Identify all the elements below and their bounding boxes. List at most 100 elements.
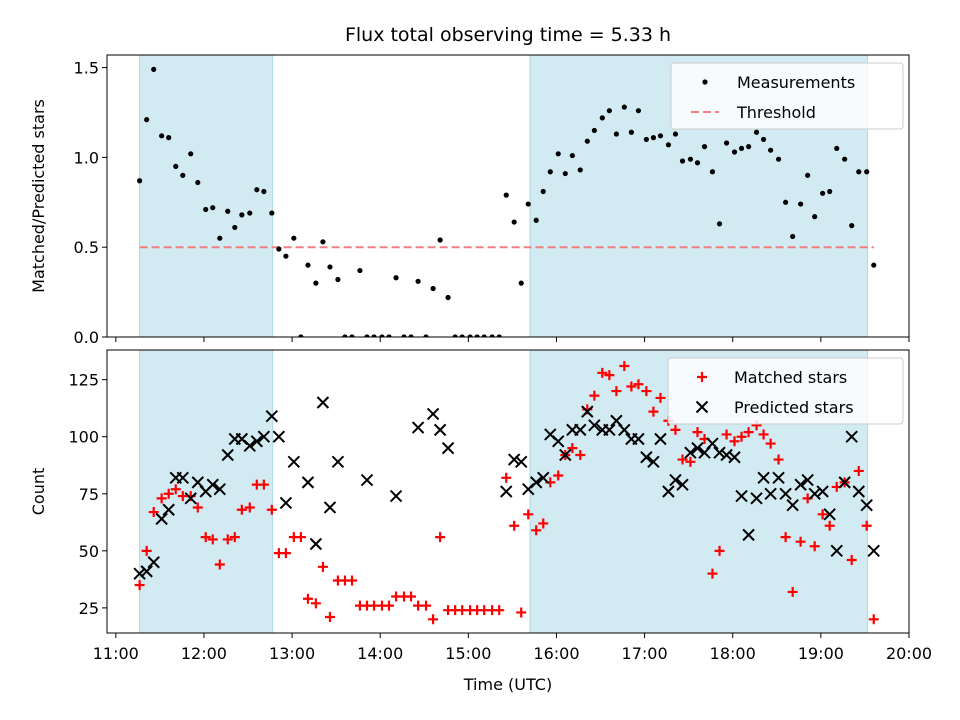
data-point bbox=[654, 432, 667, 446]
data-point bbox=[676, 478, 689, 491]
data-point bbox=[853, 465, 864, 476]
data-point bbox=[441, 441, 455, 455]
data-point bbox=[229, 532, 240, 543]
data-point bbox=[669, 473, 682, 487]
data-point bbox=[868, 614, 879, 625]
legend-marker bbox=[702, 79, 708, 85]
data-point bbox=[611, 386, 622, 397]
data-point bbox=[276, 246, 282, 252]
data-point bbox=[261, 188, 267, 195]
x-tick-label: 20:00 bbox=[886, 644, 932, 663]
data-point bbox=[180, 172, 186, 178]
data-point bbox=[559, 448, 572, 462]
data-point bbox=[214, 559, 225, 570]
data-point bbox=[783, 199, 789, 205]
plot-area bbox=[137, 55, 877, 337]
data-point bbox=[709, 169, 716, 175]
data-point bbox=[324, 612, 335, 623]
data-point bbox=[588, 419, 601, 432]
data-point bbox=[184, 492, 197, 505]
chart-title: Flux total observing time = 5.33 h bbox=[345, 24, 671, 46]
data-point bbox=[433, 423, 447, 437]
data-point bbox=[632, 432, 645, 446]
legend-marker bbox=[697, 372, 707, 382]
data-point bbox=[758, 429, 769, 440]
data-point bbox=[147, 556, 160, 569]
data-point bbox=[254, 187, 260, 193]
data-point bbox=[613, 131, 620, 137]
data-point bbox=[305, 262, 311, 268]
data-point bbox=[507, 453, 521, 466]
data-point bbox=[729, 436, 740, 447]
data-point bbox=[467, 334, 473, 337]
data-point bbox=[606, 108, 612, 114]
data-point bbox=[195, 179, 201, 186]
data-point bbox=[604, 370, 615, 381]
data-point bbox=[794, 478, 807, 491]
data-point bbox=[406, 591, 417, 602]
data-point bbox=[217, 235, 223, 241]
data-point bbox=[213, 483, 227, 496]
data-point bbox=[210, 205, 216, 211]
data-point bbox=[728, 451, 741, 464]
data-point bbox=[816, 485, 829, 498]
data-point bbox=[599, 115, 605, 121]
y-tick-label: 25 bbox=[79, 599, 99, 618]
data-point bbox=[538, 518, 549, 529]
x-tick-label: 13:00 bbox=[269, 644, 315, 663]
data-point bbox=[650, 135, 657, 141]
data-point bbox=[626, 381, 637, 392]
data-point bbox=[775, 156, 782, 162]
data-point bbox=[687, 156, 694, 162]
data-point bbox=[552, 435, 565, 448]
data-point bbox=[243, 439, 256, 453]
data-point bbox=[203, 206, 209, 213]
axes-frame bbox=[106, 54, 910, 338]
data-point bbox=[871, 262, 877, 268]
y-tick-label: 1.0 bbox=[74, 148, 99, 167]
data-point bbox=[773, 454, 784, 465]
data-point bbox=[148, 507, 159, 518]
data-point bbox=[364, 334, 370, 337]
data-point bbox=[809, 541, 820, 552]
data-point bbox=[509, 520, 520, 531]
data-point bbox=[244, 502, 255, 513]
data-point bbox=[426, 407, 440, 421]
x-tick-label: 16:00 bbox=[533, 644, 579, 663]
data-point bbox=[648, 406, 659, 417]
data-point bbox=[316, 396, 330, 409]
data-point bbox=[371, 334, 377, 337]
legend-label: Predicted stars bbox=[734, 398, 854, 417]
data-point bbox=[133, 567, 146, 580]
data-point bbox=[846, 554, 857, 565]
data-point bbox=[452, 334, 458, 337]
data-point bbox=[721, 429, 732, 440]
data-point bbox=[723, 140, 730, 146]
data-point bbox=[503, 192, 509, 198]
data-point bbox=[515, 455, 528, 469]
data-point bbox=[827, 188, 833, 195]
data-point bbox=[742, 528, 755, 542]
series-0 bbox=[134, 360, 879, 625]
data-point bbox=[481, 334, 487, 337]
data-point bbox=[743, 427, 754, 438]
data-point bbox=[845, 430, 858, 443]
data-point bbox=[643, 136, 649, 143]
data-point bbox=[163, 488, 174, 499]
x-axis-label: Time (UTC) bbox=[463, 675, 552, 694]
data-point bbox=[553, 470, 564, 481]
data-point bbox=[279, 496, 293, 510]
axes-frame bbox=[106, 349, 910, 634]
data-point bbox=[176, 471, 190, 485]
data-point bbox=[207, 534, 218, 545]
data-point bbox=[672, 131, 679, 137]
data-point bbox=[401, 334, 407, 337]
data-point bbox=[511, 219, 517, 225]
plot-area bbox=[133, 350, 880, 633]
data-point bbox=[736, 431, 747, 442]
data-point bbox=[861, 520, 872, 531]
data-point bbox=[856, 169, 862, 175]
data-point bbox=[335, 276, 341, 283]
data-point bbox=[247, 210, 253, 216]
